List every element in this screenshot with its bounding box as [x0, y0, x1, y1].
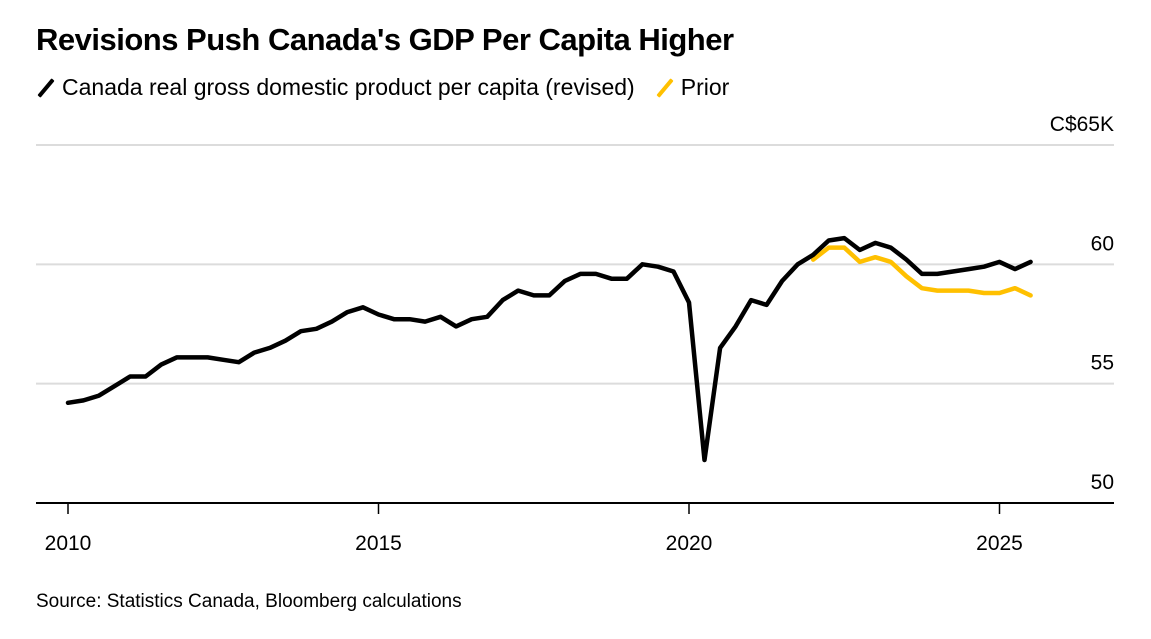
y-tick-label-55: 55 [1091, 352, 1114, 375]
y-tick-label-65: C$65K [1050, 113, 1114, 136]
x-tick-label-2025: 2025 [976, 532, 1023, 555]
series-line-prior [810, 245, 1033, 298]
legend: Canada real gross domestic product per c… [36, 74, 749, 101]
legend-label-revised: Canada real gross domestic product per c… [62, 74, 635, 100]
y-tick-label-50: 50 [1091, 471, 1114, 494]
series-line-revised [65, 235, 1033, 463]
legend-item-prior: Prior [655, 74, 730, 101]
chart-title: Revisions Push Canada's GDP Per Capita H… [36, 22, 734, 57]
legend-label-prior: Prior [680, 74, 730, 100]
x-tick-label-2015: 2015 [355, 532, 402, 555]
legend-item-revised: Canada real gross domestic product per c… [36, 74, 635, 101]
x-tick-label-2010: 2010 [45, 532, 92, 555]
source-note: Source: Statistics Canada, Bloomberg cal… [36, 591, 462, 612]
y-tick-label-60: 60 [1091, 232, 1114, 255]
x-tick-label-2020: 2020 [666, 532, 713, 555]
